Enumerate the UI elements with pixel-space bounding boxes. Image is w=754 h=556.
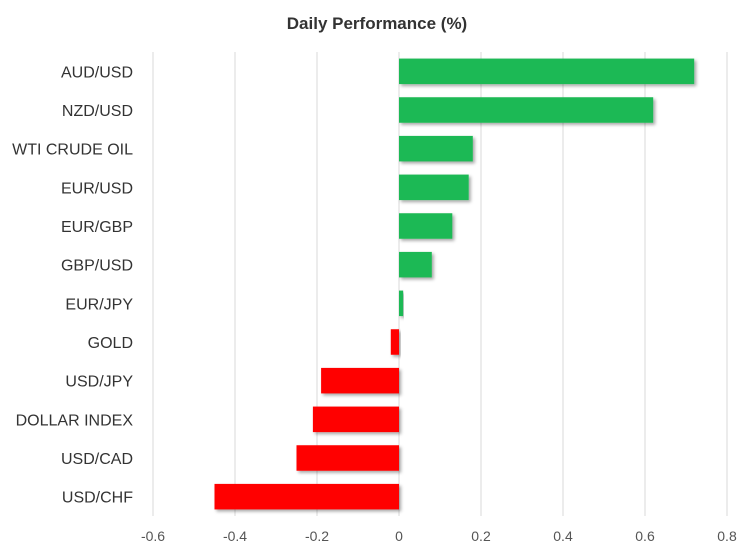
x-tick-label: -0.2 [305, 528, 329, 544]
bar [214, 483, 399, 510]
x-tick-label: -0.4 [223, 528, 247, 544]
category-label: DOLLAR INDEX [16, 412, 134, 429]
x-tick-label: 0.2 [471, 528, 491, 544]
x-tick-label: 0.8 [717, 528, 737, 544]
category-label: EUR/USD [61, 180, 133, 197]
bar [399, 213, 453, 239]
category-label: AUD/USD [61, 64, 133, 81]
x-tick-label: -0.6 [141, 528, 165, 544]
bar [321, 367, 399, 394]
category-label: EUR/JPY [65, 296, 133, 313]
category-label: EUR/GBP [61, 219, 133, 236]
category-label: GBP/USD [61, 258, 133, 275]
bars [214, 58, 695, 510]
x-axis-tick-labels: -0.6 -0.4 -0.2 0 0.2 0.4 0.6 0.8 [141, 528, 737, 544]
category-label: USD/CHF [62, 490, 133, 507]
x-tick-label: 0.4 [553, 528, 573, 544]
category-label: USD/CAD [61, 451, 133, 468]
category-labels: AUD/USD NZD/USD WTI CRUDE OIL EUR/USD EUR/GB… [12, 64, 133, 506]
bar [296, 445, 399, 471]
chart-title: Daily Performance (%) [287, 14, 467, 33]
x-tick-label: 0.6 [635, 528, 655, 544]
category-label: USD/JPY [65, 374, 133, 391]
bar [312, 406, 399, 433]
bar [399, 290, 404, 317]
bar [399, 174, 469, 201]
bar [399, 251, 432, 278]
category-label: WTI CRUDE OIL [12, 142, 133, 159]
bar [399, 58, 695, 85]
bar [399, 97, 654, 123]
category-label: NZD/USD [62, 103, 133, 120]
grid-lines [152, 52, 728, 516]
bar [390, 329, 399, 355]
x-tick-label: 0 [395, 528, 403, 544]
bar [399, 135, 473, 162]
category-label: GOLD [88, 335, 133, 352]
